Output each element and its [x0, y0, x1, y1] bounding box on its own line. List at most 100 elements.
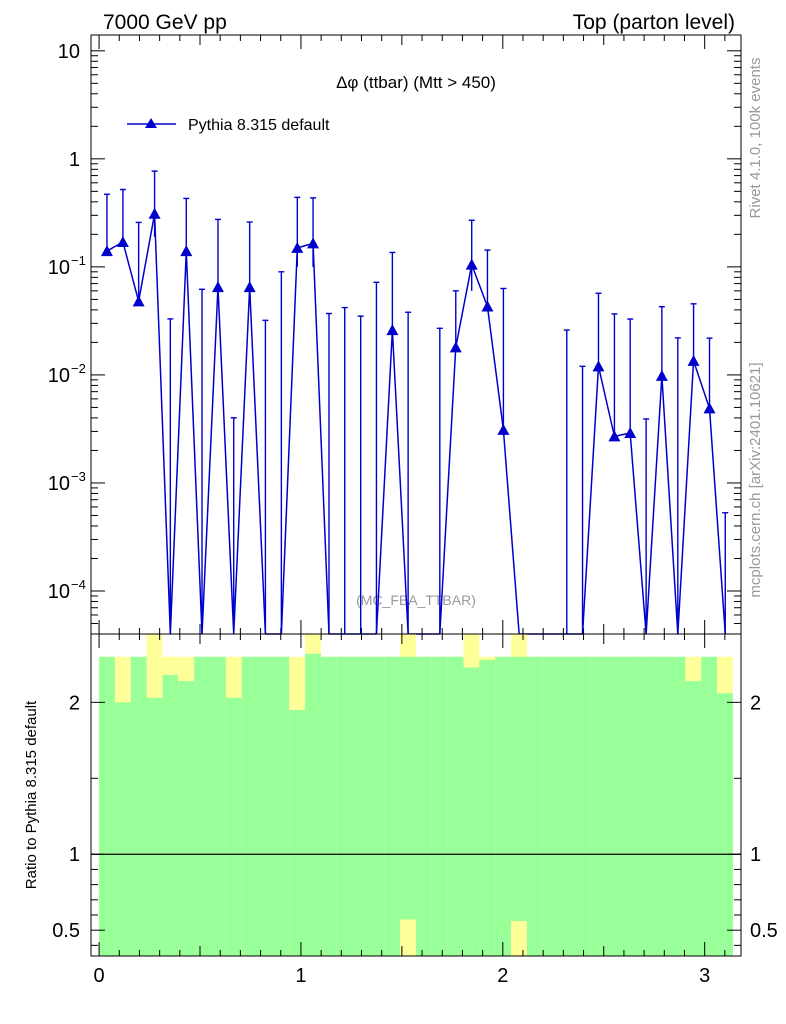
ratio-band-inner	[99, 656, 115, 956]
mc-marker	[116, 235, 129, 247]
main-y-tick-label-exponent: −2	[71, 361, 86, 376]
watermark: (MC_FBA_TTBAR)	[356, 592, 476, 608]
ratio-y-tick-label-right: 0.5	[750, 920, 778, 942]
mc-marker	[655, 369, 668, 381]
mc-marker	[497, 423, 510, 435]
ratio-band-inner	[368, 656, 385, 956]
ratio-band-inner	[526, 656, 543, 956]
ratio-x-tick-labels: 0 1 2 3	[94, 965, 711, 987]
ratio-plot: 0.5 0.5 1 1 2 2 0 1 2 3 Ratio to Pythia 8.315 de…	[23, 633, 778, 987]
ratio-band-inner	[225, 697, 242, 956]
ratio-band-inner	[130, 656, 147, 956]
mc-marker	[386, 324, 399, 336]
ratio-y-tick-label-right: 1	[750, 844, 761, 866]
ratio-band-inner	[257, 656, 274, 956]
ratio-band-inner	[289, 709, 306, 956]
ratio-x-tick-label: 3	[699, 965, 710, 987]
ratio-band-inner	[320, 656, 337, 956]
mc-marker	[624, 427, 637, 439]
ratio-y-tick-label-left: 2	[69, 692, 80, 714]
ratio-band-inner	[305, 653, 321, 956]
ratio-band-inner	[622, 656, 638, 956]
ratio-y-tick-label-left: 1	[69, 844, 80, 866]
ratio-band-inner	[542, 656, 559, 956]
ratio-band-inner	[558, 656, 575, 956]
main-y-tick-label-base: 10	[48, 581, 70, 603]
main-y-tick-label-base: 10	[48, 365, 70, 387]
ratio-x-tick-label: 0	[94, 965, 105, 987]
ratio-x-tick-label: 1	[295, 965, 306, 987]
main-y-tick-label-exponent: −3	[71, 469, 86, 484]
ratio-ticks	[91, 634, 741, 956]
main-ticks	[91, 35, 741, 635]
plot-title: Δφ (ttbar) (Mtt > 450)	[336, 73, 496, 92]
ratio-bands	[99, 634, 733, 956]
ratio-band-inner	[336, 656, 353, 956]
main-y-tick-label-exponent: −4	[71, 577, 86, 592]
mc-marker	[132, 295, 145, 307]
ratio-band-inner	[352, 656, 369, 956]
mc-marker	[687, 354, 700, 366]
mc-marker	[481, 300, 494, 312]
legend-entry-label: Pythia 8.315 default	[188, 117, 330, 134]
ratio-band-inner	[574, 656, 591, 956]
ratio-band-inner	[194, 656, 210, 956]
source-label: mcplots.cern.ch [arXiv:2401.10621]	[747, 362, 764, 597]
ratio-band-inner	[653, 656, 670, 956]
header-left-label: 7000 GeV pp	[103, 11, 227, 34]
ratio-x-tick-label: 2	[497, 965, 508, 987]
ratio-frame	[90, 633, 742, 957]
rivet-label: Rivet 4.1.0, 100k events	[747, 58, 764, 219]
ratio-band-inner	[590, 656, 607, 956]
ratio-band-inner	[717, 693, 733, 956]
mc-marker	[703, 402, 716, 414]
mc-marker	[291, 241, 304, 253]
main-y-tick-label-base: 1	[69, 149, 80, 171]
ratio-band-inner	[447, 656, 464, 956]
ratio-band-inner	[479, 659, 496, 956]
ratio-band-inner	[606, 656, 623, 956]
ratio-y-tick-label-right: 2	[750, 692, 761, 714]
mc-marker	[211, 281, 224, 293]
ratio-band-inner	[178, 681, 195, 956]
ratio-band-inner	[511, 656, 527, 922]
mc-marker	[465, 258, 478, 270]
mc-marker	[243, 281, 256, 293]
ratio-band-inner	[384, 656, 401, 956]
ratio-band-inner	[400, 656, 416, 920]
legend-marker	[145, 118, 157, 128]
main-y-tick-label-exponent: −1	[71, 253, 86, 268]
ratio-band-inner	[637, 656, 654, 956]
ratio-band-inner	[114, 702, 131, 956]
ratio-band-inner	[495, 656, 512, 956]
ratio-band-inner	[146, 697, 163, 956]
mc-line	[106, 213, 727, 635]
ratio-band-inner	[669, 656, 686, 956]
main-y-tick-label: 10	[48, 257, 70, 279]
ratio-band-inner	[463, 667, 480, 956]
main-y-tick-label: 10	[48, 473, 70, 495]
ratio-band-inner	[685, 681, 702, 956]
mc-marker	[148, 207, 161, 219]
mc-series	[100, 170, 729, 635]
ratio-y-tick-label-left: 0.5	[52, 920, 80, 942]
main-y-tick-label: 10	[48, 581, 70, 603]
mc-marker	[592, 360, 605, 372]
main-y-tick-label: 10	[48, 365, 70, 387]
main-y-tick-label: 1	[69, 149, 80, 171]
ratio-band-inner	[431, 656, 448, 956]
ratio-y-tick-labels: 0.5 0.5 1 1 2 2	[52, 692, 778, 942]
ratio-band-inner	[209, 656, 226, 956]
main-y-tick-label-base: 10	[58, 41, 80, 63]
main-y-tick-label-base: 10	[48, 257, 70, 279]
mc-marker	[100, 245, 113, 257]
ratio-band-inner	[162, 675, 179, 956]
legend: Pythia 8.315 default	[127, 117, 330, 134]
ratio-band-inner	[416, 656, 432, 956]
main-y-tick-label: 10	[58, 41, 80, 63]
mc-marker	[307, 237, 320, 249]
ratio-band-inner	[273, 656, 290, 956]
